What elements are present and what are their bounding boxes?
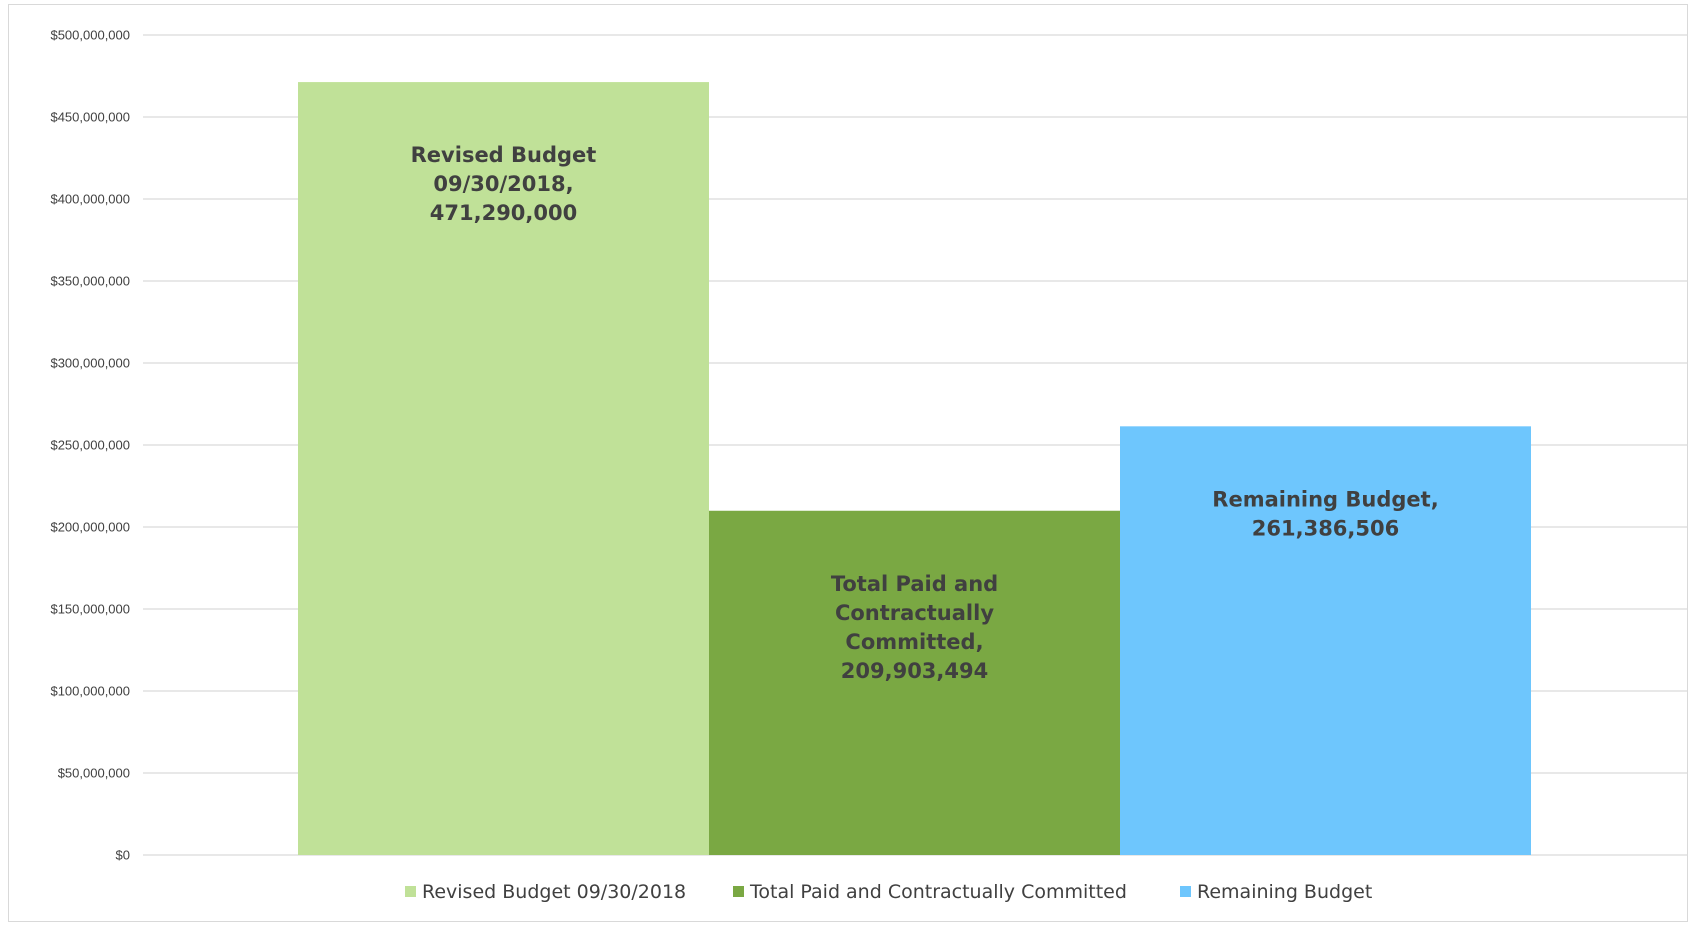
- data-label-line: Remaining Budget,: [1212, 487, 1438, 511]
- y-tick-label: $300,000,000: [50, 356, 130, 371]
- legend-swatch: [733, 886, 744, 897]
- data-label-line: 09/30/2018,: [433, 172, 573, 196]
- y-tick-label: $200,000,000: [50, 520, 130, 535]
- data-label-line: Revised Budget: [411, 143, 597, 167]
- data-label-line: Total Paid and: [831, 572, 998, 596]
- legend-label: Revised Budget 09/30/2018: [422, 881, 686, 903]
- chart-border: [8, 4, 1688, 922]
- bars: [298, 82, 1531, 855]
- bar-2: [709, 510, 1120, 855]
- y-tick-label: $50,000,000: [58, 766, 130, 781]
- data-label-line: 471,290,000: [430, 201, 577, 225]
- data-label-line: Contractually: [835, 601, 994, 625]
- bar-1: [298, 82, 709, 855]
- y-axis-tick-labels: $0 $50,000,000 $100,000,000 $150,000,000 $20…: [50, 28, 130, 863]
- legend-label: Total Paid and Contractually Committed: [749, 881, 1127, 903]
- y-tick-label: $150,000,000: [50, 602, 130, 617]
- legend-swatch: [405, 886, 416, 897]
- y-tick-label: $400,000,000: [50, 192, 130, 207]
- bar-data-label: Total Paid and Contractually Committed, 209…: [831, 572, 998, 683]
- data-labels: Revised Budget 09/30/2018, 471,290,000 Tota…: [411, 143, 1439, 683]
- legend-label: Remaining Budget: [1197, 881, 1372, 903]
- bar-data-label: Remaining Budget, 261,386,506: [1212, 487, 1438, 540]
- data-label-line: 261,386,506: [1252, 516, 1399, 540]
- legend: Revised Budget 09/30/2018 Total Paid and …: [405, 881, 1372, 903]
- y-tick-label: $0: [116, 848, 130, 863]
- bar-3: [1120, 426, 1531, 855]
- y-tick-label: $500,000,000: [50, 28, 130, 43]
- bar-data-label: Revised Budget 09/30/2018, 471,290,000: [411, 143, 597, 225]
- legend-swatch: [1180, 886, 1191, 897]
- y-tick-label: $450,000,000: [50, 110, 130, 125]
- y-tick-label: $350,000,000: [50, 274, 130, 289]
- y-tick-label: $250,000,000: [50, 438, 130, 453]
- y-tick-label: $100,000,000: [50, 684, 130, 699]
- data-label-line: 209,903,494: [841, 659, 988, 683]
- data-label-line: Committed,: [845, 630, 983, 654]
